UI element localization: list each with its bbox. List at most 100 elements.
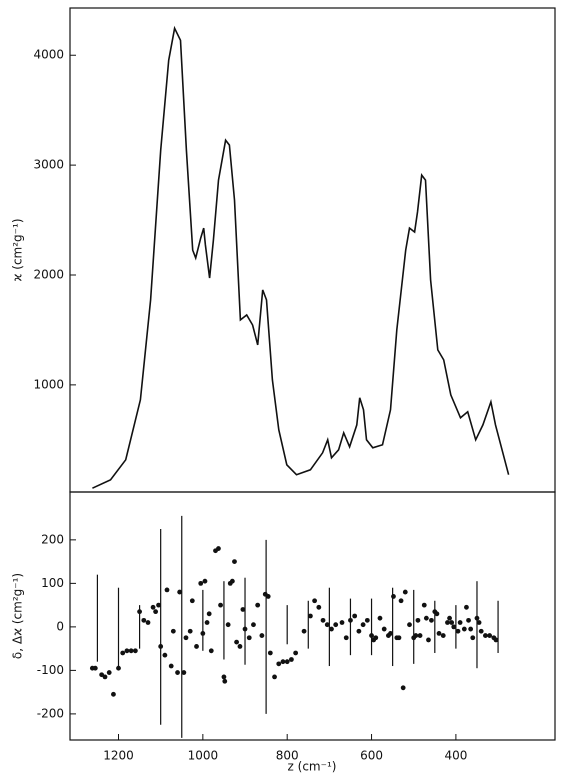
residual-point xyxy=(128,648,134,654)
y-tick-label: 2000 xyxy=(33,267,64,281)
residual-point xyxy=(333,622,339,628)
x-tick-label: 800 xyxy=(276,749,299,763)
residual-point xyxy=(246,635,252,641)
residual-point xyxy=(483,633,488,638)
y-axis-label: ϰ (cm²g⁻¹) xyxy=(11,219,25,282)
plot-frame xyxy=(69,7,556,493)
residual-point xyxy=(120,650,126,656)
residual-point xyxy=(183,635,189,641)
residual-point xyxy=(434,611,440,617)
residual-point xyxy=(447,615,452,621)
residual-point xyxy=(470,635,476,641)
residual-point xyxy=(153,609,159,615)
residual-point xyxy=(474,615,480,621)
residual-point xyxy=(198,580,204,586)
residual-point xyxy=(360,622,366,628)
y-tick-label: -200 xyxy=(37,706,64,720)
residual-point xyxy=(156,602,161,608)
residual-point xyxy=(177,589,183,595)
residual-point xyxy=(175,670,180,675)
residual-point xyxy=(415,617,421,623)
residual-point xyxy=(141,617,147,623)
residual-point xyxy=(276,661,282,667)
residual-point xyxy=(162,652,168,658)
residual-point xyxy=(455,628,461,634)
residual-point xyxy=(449,620,455,625)
residual-point xyxy=(92,665,98,671)
residual-point xyxy=(402,589,408,595)
residual-point xyxy=(457,620,463,625)
residual-point xyxy=(145,620,151,625)
residual-point xyxy=(189,598,195,604)
residual-point xyxy=(466,617,471,623)
residual-point xyxy=(240,607,246,612)
residual-point xyxy=(400,685,406,691)
residual-point xyxy=(301,628,307,634)
residual-point xyxy=(381,626,387,632)
residual-point xyxy=(493,637,499,643)
x-tick-label: 1000 xyxy=(188,749,219,763)
residual-point xyxy=(204,620,210,625)
residual-point xyxy=(426,637,431,643)
residual-point xyxy=(451,624,457,630)
residual-point xyxy=(251,622,256,628)
residual-point xyxy=(289,657,294,662)
residual-point xyxy=(487,633,493,638)
residual-point xyxy=(312,598,318,604)
residual-point xyxy=(206,611,212,617)
residual-point xyxy=(329,626,334,632)
residual-point xyxy=(132,648,138,654)
residual-point xyxy=(316,604,322,610)
residual-point xyxy=(339,620,345,625)
y-tick-label: 4000 xyxy=(33,48,64,62)
residual-point xyxy=(476,620,482,625)
residual-point xyxy=(267,650,273,656)
residual-point xyxy=(423,615,429,621)
residual-point xyxy=(421,602,427,608)
residual-point xyxy=(413,633,419,638)
residual-point xyxy=(170,628,176,634)
residual-point xyxy=(364,617,370,623)
residual-point xyxy=(429,617,434,623)
x-tick-label: 600 xyxy=(360,749,383,763)
y-tick-label: 3000 xyxy=(33,158,64,172)
residual-point xyxy=(320,617,326,623)
residual-point xyxy=(208,648,214,654)
y-tick-label: 0 xyxy=(56,619,64,633)
y-tick-label: -100 xyxy=(37,663,64,677)
residual-point xyxy=(478,628,484,634)
residual-point xyxy=(242,626,248,632)
residual-point xyxy=(168,663,174,669)
residual-point xyxy=(232,559,237,565)
residual-point xyxy=(116,665,121,671)
y-tick-label: 100 xyxy=(41,576,64,590)
y-axis-label: δ, Δϰ (cm²g⁻¹) xyxy=(11,573,25,659)
residual-point xyxy=(137,609,142,615)
x-tick-label: 400 xyxy=(444,749,467,763)
residual-point xyxy=(407,622,412,628)
residual-point xyxy=(377,615,383,621)
y-tick-label: 1000 xyxy=(33,377,64,391)
residual-point xyxy=(468,626,474,632)
residual-point xyxy=(352,613,358,619)
residual-point xyxy=(202,578,208,584)
residual-point xyxy=(221,674,227,680)
residual-point xyxy=(369,633,374,638)
residual-point xyxy=(111,691,116,697)
residual-point xyxy=(218,602,223,608)
residual-point xyxy=(222,678,228,684)
residual-point xyxy=(164,587,170,593)
residual-point xyxy=(398,598,404,604)
residual-point xyxy=(234,639,239,645)
residual-point xyxy=(461,626,467,632)
residual-point xyxy=(187,628,193,634)
residual-point xyxy=(102,674,108,680)
residual-point xyxy=(356,628,362,634)
residual-point xyxy=(343,635,349,641)
residual-point xyxy=(280,659,286,665)
residual-point xyxy=(348,617,353,623)
spectrum-line xyxy=(92,25,510,489)
residual-point xyxy=(293,650,299,656)
residual-point xyxy=(445,620,450,625)
